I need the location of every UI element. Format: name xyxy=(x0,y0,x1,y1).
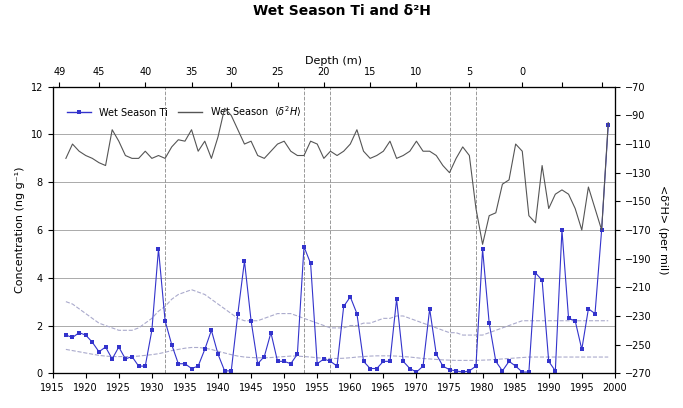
Text: Wet Season Ti and δ²H: Wet Season Ti and δ²H xyxy=(253,4,430,18)
Legend: Wet Season Ti, Wet Season  $\langle\delta^2H\rangle$: Wet Season Ti, Wet Season $\langle\delta… xyxy=(63,100,305,123)
Y-axis label: <δ²H> (per mil): <δ²H> (per mil) xyxy=(658,185,668,275)
X-axis label: Depth (m): Depth (m) xyxy=(305,56,362,66)
Y-axis label: Concentration (ng g⁻¹): Concentration (ng g⁻¹) xyxy=(15,167,25,293)
